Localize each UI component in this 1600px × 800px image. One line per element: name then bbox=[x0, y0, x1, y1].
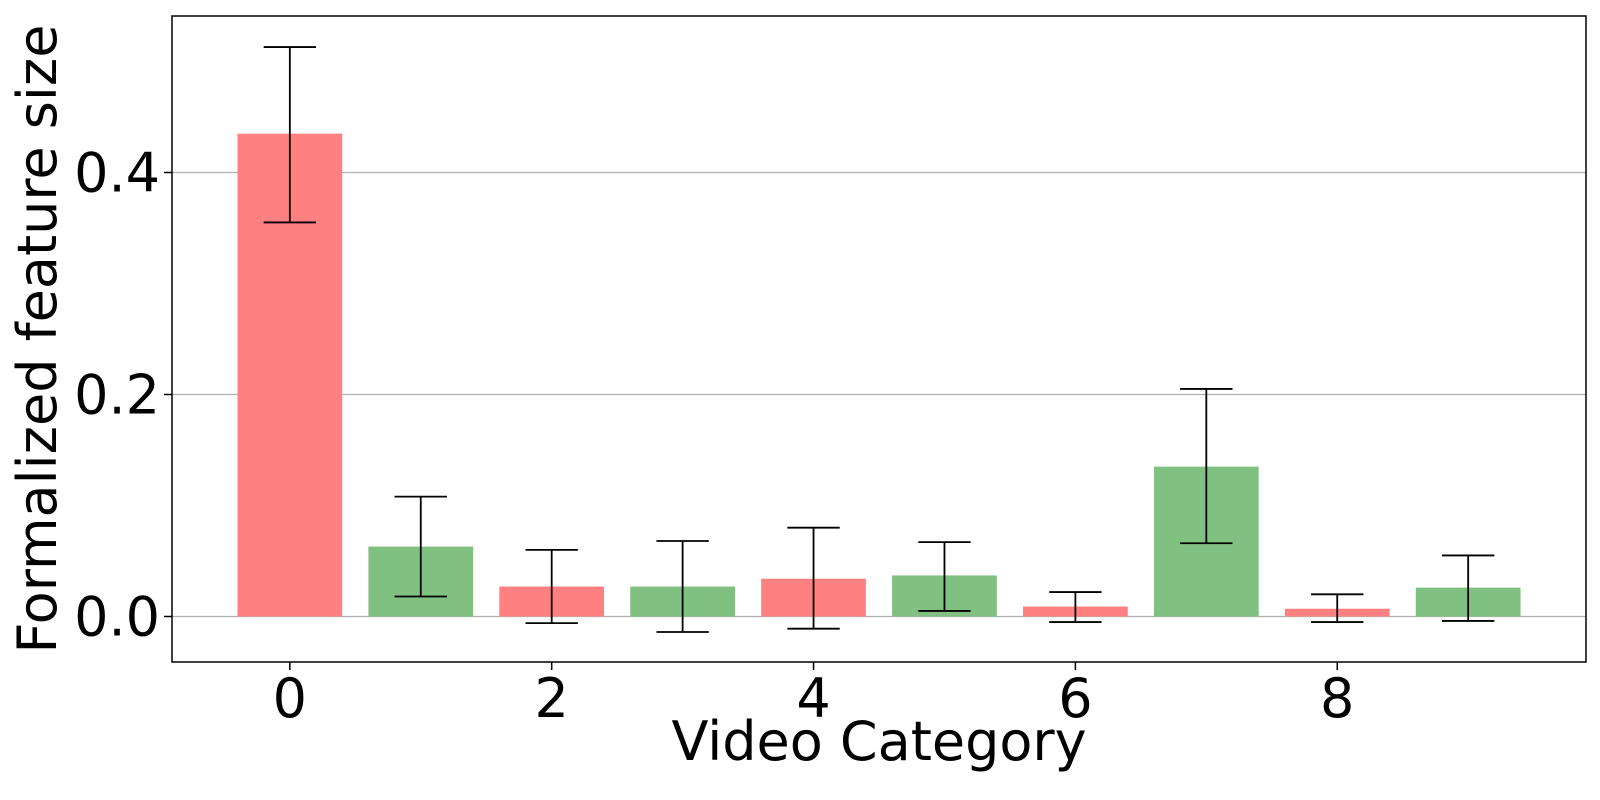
x-tick-label-2: 2 bbox=[535, 667, 569, 730]
y-axis-label: Formalized feature size bbox=[6, 25, 69, 654]
error-bar-0 bbox=[263, 46, 317, 224]
error-bar-1 bbox=[394, 495, 447, 598]
y-tick-label-2: 0.4 bbox=[74, 142, 160, 205]
error-bar-7 bbox=[1180, 388, 1233, 545]
error-bar-6 bbox=[1049, 591, 1102, 623]
error-bar-5 bbox=[918, 541, 971, 612]
x-axis-label: Video Category bbox=[671, 710, 1086, 773]
error-bar-3 bbox=[656, 540, 709, 633]
error-bar-2 bbox=[525, 548, 578, 625]
error-bar-9 bbox=[1441, 554, 1495, 622]
y-tick-label-0: 0.0 bbox=[74, 585, 160, 648]
error-bar-8 bbox=[1311, 593, 1364, 623]
bars bbox=[237, 133, 1521, 617]
plot-frame bbox=[171, 15, 1587, 663]
x-tick-label-0: 0 bbox=[273, 667, 307, 730]
x-tick-label-6: 6 bbox=[1058, 667, 1092, 730]
error-bars bbox=[263, 46, 1495, 633]
x-tick-label-4: 4 bbox=[796, 667, 830, 730]
error-bar-4 bbox=[787, 526, 840, 630]
x-ticks: 0 2 4 6 8 bbox=[273, 662, 1354, 730]
x-tick-label-8: 8 bbox=[1320, 667, 1354, 730]
y-ticks: 0.0 0.2 0.4 bbox=[74, 142, 172, 648]
y-tick-label-1: 0.2 bbox=[74, 363, 160, 426]
